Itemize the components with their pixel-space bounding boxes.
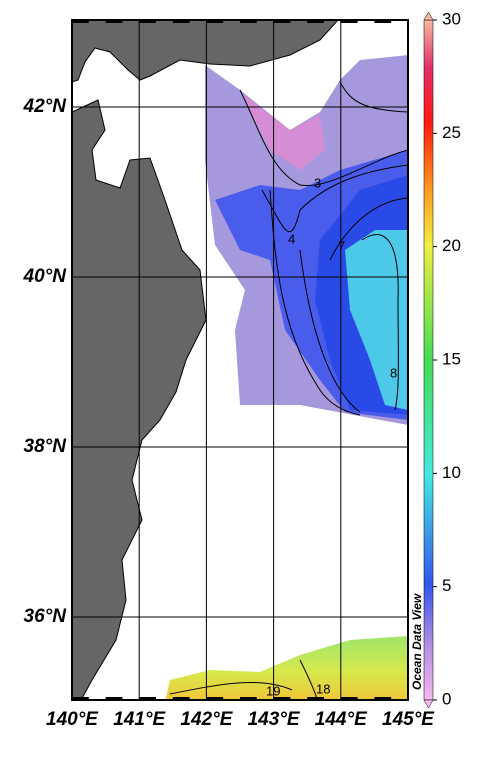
frame-tick — [240, 19, 257, 23]
frame-tick — [307, 19, 324, 23]
land — [72, 20, 339, 83]
contour-label: 4 — [288, 231, 295, 246]
contour-label: 19 — [266, 683, 280, 698]
longitude-label: 145°E — [382, 709, 435, 730]
frame-tick — [374, 19, 392, 23]
latitude-label: 40°N — [23, 266, 68, 287]
data-field — [345, 230, 408, 410]
longitude-label: 140°E — [46, 709, 99, 730]
frame-tick — [206, 19, 224, 23]
frame-tick — [72, 19, 89, 23]
colorbar-arrow — [423, 11, 434, 21]
colorbar-label: 0 — [442, 689, 451, 708]
longitude-label: 144°E — [315, 709, 368, 730]
contour-label: 8 — [390, 365, 397, 380]
frame-tick — [139, 19, 156, 23]
colorbar-label: 15 — [442, 349, 461, 368]
map-area — [72, 20, 408, 700]
latitude-label: 38°N — [24, 436, 68, 457]
colorbar-label: 10 — [442, 463, 461, 482]
frame-tick — [206, 697, 224, 701]
colorbar-label: 5 — [442, 576, 451, 595]
colorbar-label: 20 — [442, 236, 461, 255]
colorbar-arrow — [423, 699, 434, 709]
frame-tick — [340, 697, 358, 701]
colorbar-label: 25 — [442, 123, 461, 142]
watermark: Ocean Data View — [410, 593, 424, 690]
contour-label: 7 — [338, 238, 345, 253]
contour-label: 18 — [316, 681, 330, 696]
frame-tick — [105, 19, 123, 23]
longitude-label: 141°E — [113, 709, 166, 730]
frame-tick — [240, 697, 257, 701]
frame-tick — [273, 19, 291, 23]
contour-label: 3 — [314, 175, 321, 190]
frame-tick — [172, 19, 190, 23]
frame-tick — [273, 697, 291, 701]
frame-tick — [72, 697, 89, 701]
frame-tick — [374, 697, 392, 701]
longitude-label: 143°E — [248, 709, 301, 730]
frame-tick — [340, 19, 358, 23]
latitude-label: 36°N — [24, 606, 68, 627]
frame-tick — [105, 697, 123, 701]
graticule — [72, 20, 408, 700]
colorbar-label: 30 — [442, 9, 461, 28]
data-field — [240, 92, 325, 170]
frame-tick — [139, 697, 156, 701]
frame-tick — [307, 697, 324, 701]
longitude-label: 142°E — [180, 709, 233, 730]
frame-tick — [172, 697, 190, 701]
latitude-label: 42°N — [23, 96, 68, 117]
colorbar — [423, 19, 434, 701]
